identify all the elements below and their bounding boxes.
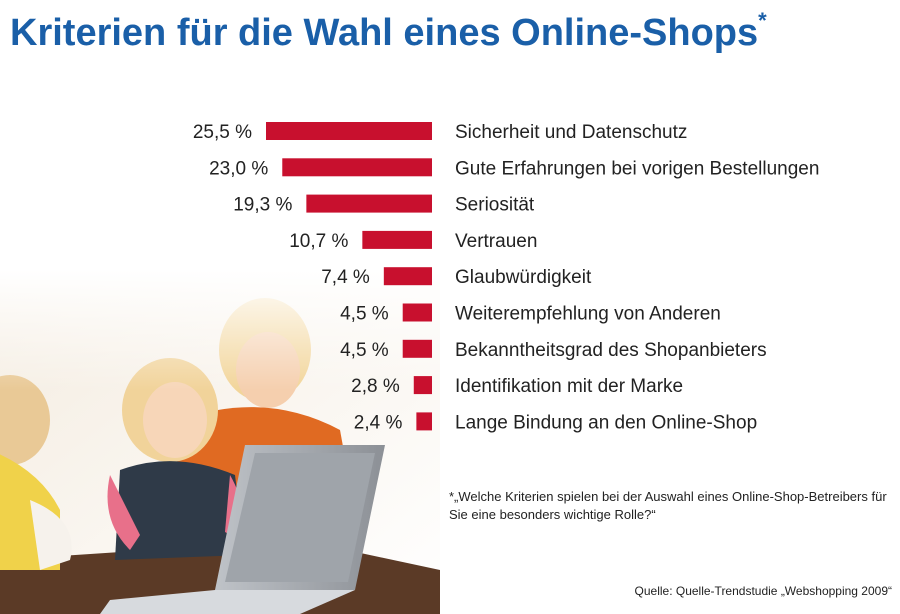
bar-2 xyxy=(282,158,432,177)
footnote: *„Welche Kriterien spielen bei der Auswa… xyxy=(449,489,887,522)
category-label-5: Glaubwürdigkeit xyxy=(455,267,592,288)
bar-1 xyxy=(266,122,432,140)
bar-9 xyxy=(416,412,432,431)
category-label-6: Weiterempfehlung von Anderen xyxy=(455,304,721,325)
category-label-2: Gute Erfahrungen bei vorigen Bestellunge… xyxy=(455,158,819,179)
value-label-7: 4,5 % xyxy=(340,340,389,361)
title-asterisk: * xyxy=(758,8,767,33)
bar-5 xyxy=(383,267,432,286)
value-label-2: 23,0 % xyxy=(209,158,268,179)
bar-4 xyxy=(362,230,432,249)
bar-6 xyxy=(402,303,432,322)
value-label-9: 2,4 % xyxy=(354,412,403,433)
bar-3 xyxy=(306,194,432,213)
category-label-9: Lange Bindung an den Online-Shop xyxy=(455,412,757,433)
category-label-8: Identifikation mit der Marke xyxy=(455,376,683,397)
value-label-5: 7,4 % xyxy=(321,267,370,288)
source-credit: Quelle: Quelle-Trendstudie „Webshopping … xyxy=(634,584,892,598)
value-label-4: 10,7 % xyxy=(289,231,348,252)
category-label-3: Seriosität xyxy=(455,195,535,216)
bar-8 xyxy=(413,376,432,395)
bar-chart: 25,5 % Sicherheit und Datenschutz 23,0 % Gu… xyxy=(193,122,819,433)
value-label-1: 25,5 % xyxy=(193,122,252,143)
category-label-4: Vertrauen xyxy=(455,231,537,252)
category-label-1: Sicherheit und Datenschutz xyxy=(455,122,687,143)
page-title: Kriterien für die Wahl eines Online-Shop… xyxy=(10,8,767,54)
value-label-8: 2,8 % xyxy=(351,376,400,397)
category-label-7: Bekanntheitsgrad des Shopanbieters xyxy=(455,340,767,361)
value-label-3: 19,3 % xyxy=(233,195,292,216)
bar-7 xyxy=(402,339,432,358)
value-label-6: 4,5 % xyxy=(340,304,389,325)
family-laptop-photo xyxy=(0,270,440,614)
